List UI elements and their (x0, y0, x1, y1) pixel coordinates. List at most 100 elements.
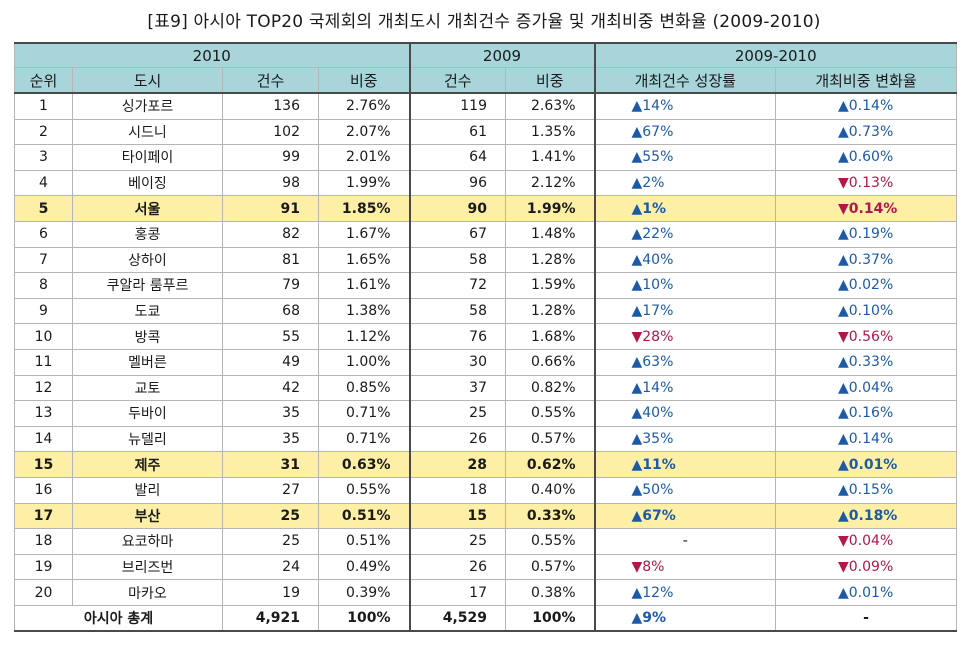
header-share-change: 개최비중 변화율 (774, 67, 958, 94)
rank-cell: 19 (14, 553, 73, 581)
rank-cell: 12 (14, 374, 73, 402)
share-2010-cell: 0.71% (318, 400, 410, 427)
share-2010-cell: 1.85% (318, 195, 410, 222)
table-row: 5 서울 91 1.85% 90 1.99% ▲1% ▼0.14% (14, 195, 958, 222)
share-change-cell: ▼0.09% (774, 553, 958, 581)
header-share-2009: 비중 (505, 67, 595, 94)
header-column-row: 순위 도시 건수 비중 건수 비중 개최건수 성장률 개최비중 변화율 (14, 67, 958, 94)
rank-cell: 8 (14, 272, 73, 299)
share-2010-cell: 2.76% (318, 92, 410, 120)
header-count-2010: 건수 (222, 67, 319, 94)
growth-cell: ▼28% (593, 323, 776, 350)
count-2010-cell: 82 (222, 220, 319, 248)
rank-cell: 13 (14, 400, 73, 427)
rank-cell: 9 (14, 297, 73, 325)
share-2009-cell: 0.82% (505, 374, 595, 402)
share-2010-cell: 1.61% (318, 272, 410, 299)
share-change-cell: ▲0.73% (774, 118, 958, 146)
rank-cell: 18 (14, 528, 73, 555)
table-row: 6 홍콩 82 1.67% 67 1.48% ▲22% ▲0.19% (14, 220, 958, 248)
count-2010-cell: 98 (222, 169, 319, 197)
count-2010-cell: 136 (222, 92, 319, 120)
share-change-cell: ▼0.13% (774, 169, 958, 197)
share-2010-cell: 1.67% (318, 220, 410, 248)
growth-cell: ▲14% (593, 374, 776, 402)
table-row: 17 부산 25 0.51% 15 0.33% ▲67% ▲0.18% (14, 502, 958, 530)
count-2010-cell: 68 (222, 297, 319, 325)
city-cell: 마카오 (72, 579, 223, 606)
count-2009-cell: 37 (408, 374, 506, 402)
share-2010-cell: 1.38% (318, 297, 410, 325)
growth-cell: ▲63% (593, 348, 776, 376)
share-2010-cell: 0.85% (318, 374, 410, 402)
city-cell: 교토 (72, 374, 223, 402)
count-2009-cell: 96 (408, 169, 506, 197)
count-2009-cell: 26 (408, 553, 506, 581)
total-share-2010: 100% (318, 604, 410, 633)
count-2009-cell: 61 (408, 118, 506, 146)
city-cell: 멜버른 (72, 348, 223, 376)
header-rank: 순위 (14, 67, 73, 94)
share-2010-cell: 0.71% (318, 425, 410, 453)
table-row: 18 요코하마 25 0.51% 25 0.55% - ▼0.04% (14, 528, 958, 555)
rank-cell: 14 (14, 425, 73, 453)
count-2009-cell: 26 (408, 425, 506, 453)
rank-cell: 1 (14, 92, 73, 120)
share-change-cell: ▲0.15% (774, 476, 958, 504)
city-cell: 상하이 (72, 246, 223, 274)
count-2010-cell: 99 (222, 144, 319, 171)
rank-cell: 6 (14, 220, 73, 248)
count-2010-cell: 27 (222, 476, 319, 504)
share-change-cell: ▲0.04% (774, 374, 958, 402)
count-2009-cell: 58 (408, 297, 506, 325)
share-2010-cell: 1.00% (318, 348, 410, 376)
share-2009-cell: 1.99% (505, 195, 595, 222)
count-2010-cell: 102 (222, 118, 319, 146)
count-2009-cell: 76 (408, 323, 506, 350)
total-share-change: - (774, 604, 958, 633)
rank-cell: 7 (14, 246, 73, 274)
count-2009-cell: 28 (408, 451, 506, 478)
city-cell: 부산 (72, 502, 223, 530)
count-2009-cell: 58 (408, 246, 506, 274)
header-share-2010: 비중 (318, 67, 410, 94)
count-2009-cell: 119 (408, 92, 506, 120)
share-2010-cell: 1.65% (318, 246, 410, 274)
share-change-cell: ▲0.37% (774, 246, 958, 274)
city-cell: 발리 (72, 476, 223, 504)
share-2009-cell: 1.35% (505, 118, 595, 146)
table-row: 1 싱가포르 136 2.76% 119 2.63% ▲14% ▲0.14% (14, 92, 958, 120)
growth-cell: - (593, 528, 776, 555)
share-2009-cell: 2.63% (505, 92, 595, 120)
table-row: 14 뉴델리 35 0.71% 26 0.57% ▲35% ▲0.14% (14, 425, 958, 453)
share-2010-cell: 2.01% (318, 144, 410, 171)
share-2009-cell: 0.66% (505, 348, 595, 376)
share-change-cell: ▲0.19% (774, 220, 958, 248)
table-body: 1 싱가포르 136 2.76% 119 2.63% ▲14% ▲0.14% 2 시드니 102 2.… (14, 92, 958, 633)
share-2010-cell: 0.51% (318, 528, 410, 555)
share-2009-cell: 0.38% (505, 579, 595, 606)
city-cell: 시드니 (72, 118, 223, 146)
share-2009-cell: 1.59% (505, 272, 595, 299)
rank-cell: 16 (14, 476, 73, 504)
count-2009-cell: 18 (408, 476, 506, 504)
rank-cell: 3 (14, 144, 73, 171)
city-cell: 쿠알라 룸푸르 (72, 272, 223, 299)
city-cell: 싱가포르 (72, 92, 223, 120)
growth-cell: ▲11% (593, 451, 776, 478)
rank-cell: 15 (14, 451, 73, 478)
data-table: 2010 2009 2009-2010 순위 도시 건수 비중 건수 비중 개최… (14, 42, 958, 633)
total-growth: ▲9% (593, 604, 776, 633)
share-2009-cell: 1.28% (505, 246, 595, 274)
city-cell: 도쿄 (72, 297, 223, 325)
city-cell: 요코하마 (72, 528, 223, 555)
share-2010-cell: 0.55% (318, 476, 410, 504)
share-change-cell: ▲0.01% (774, 579, 958, 606)
share-2010-cell: 0.39% (318, 579, 410, 606)
share-2009-cell: 1.48% (505, 220, 595, 248)
share-2009-cell: 1.68% (505, 323, 595, 350)
share-2009-cell: 0.55% (505, 400, 595, 427)
count-2010-cell: 24 (222, 553, 319, 581)
table-row: 11 멜버른 49 1.00% 30 0.66% ▲63% ▲0.33% (14, 348, 958, 376)
table-row: 4 베이징 98 1.99% 96 2.12% ▲2% ▼0.13% (14, 169, 958, 197)
